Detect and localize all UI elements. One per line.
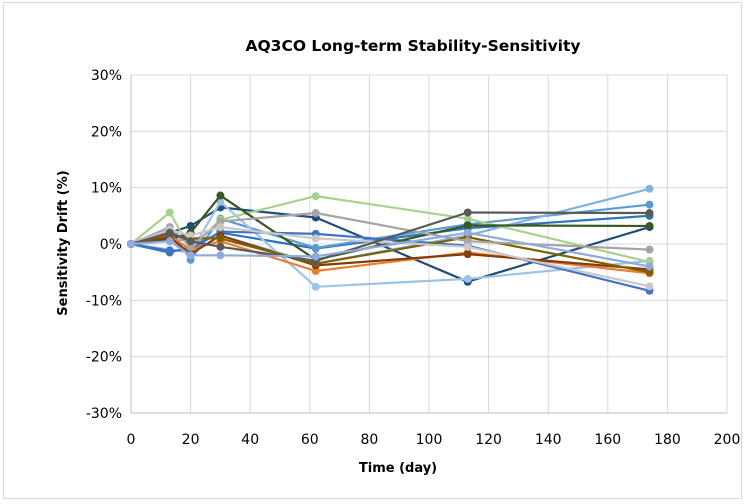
data-point <box>216 234 225 243</box>
x-tick-label: 80 <box>360 432 378 448</box>
data-point <box>311 243 320 252</box>
data-point <box>165 208 174 217</box>
data-point <box>186 231 195 240</box>
data-point <box>645 209 654 218</box>
y-axis-title: Sensitivity Drift (%) <box>56 170 71 315</box>
chart-frame <box>3 2 742 499</box>
data-point <box>645 262 654 271</box>
data-point <box>645 282 654 291</box>
data-point <box>216 251 225 260</box>
tick-labels: -30% -20% -10% 0% 10% 20% 30% 0 20 40 60 80 100 120 14… <box>86 68 741 448</box>
data-point <box>463 250 472 259</box>
data-point <box>463 274 472 283</box>
x-axis-title: Time (day) <box>359 461 437 476</box>
data-point <box>165 246 174 255</box>
y-tick-label: 20% <box>91 124 122 140</box>
x-tick-label: 0 <box>127 432 136 448</box>
y-tick-label: -30% <box>86 406 122 422</box>
data-point <box>463 208 472 217</box>
data-point <box>463 228 472 237</box>
data-point <box>463 242 472 251</box>
data-point <box>216 217 225 226</box>
data-point <box>216 191 225 200</box>
data-point <box>311 234 320 243</box>
data-point <box>645 184 654 193</box>
data-point <box>165 228 174 237</box>
data-point <box>186 221 195 230</box>
x-tick-label: 140 <box>535 432 562 448</box>
x-tick-label: 100 <box>416 432 443 448</box>
y-tick-label: 30% <box>91 68 122 84</box>
data-point <box>311 282 320 291</box>
y-tick-label: 0% <box>100 237 122 253</box>
data-point <box>311 209 320 218</box>
data-point <box>311 252 320 261</box>
data-point <box>311 192 320 201</box>
data-point <box>216 242 225 251</box>
data-point <box>645 268 654 277</box>
data-point <box>186 251 195 260</box>
data-point <box>645 200 654 209</box>
series-15 <box>127 228 654 271</box>
data-point <box>186 237 195 246</box>
data-point <box>463 221 472 230</box>
x-tick-label: 160 <box>594 432 621 448</box>
plot-series <box>127 184 654 295</box>
x-tick-label: 60 <box>301 432 319 448</box>
data-point <box>165 237 174 246</box>
x-tick-label: 200 <box>714 432 741 448</box>
y-tick-label: -20% <box>86 350 122 366</box>
data-point <box>216 223 225 232</box>
x-tick-label: 120 <box>475 432 502 448</box>
data-point <box>127 240 135 248</box>
data-point <box>645 221 654 230</box>
data-point <box>186 242 195 251</box>
data-point <box>463 237 472 246</box>
x-tick-label: 40 <box>241 432 259 448</box>
data-point <box>463 214 472 223</box>
x-tick-label: 180 <box>654 432 681 448</box>
y-tick-label: -10% <box>86 293 122 309</box>
data-point <box>645 245 654 254</box>
data-point <box>311 267 320 276</box>
chart-title: AQ3CO Long-term Stability-Sensitivity <box>245 37 580 55</box>
y-tick-label: 10% <box>91 181 122 197</box>
x-tick-label: 20 <box>182 432 200 448</box>
